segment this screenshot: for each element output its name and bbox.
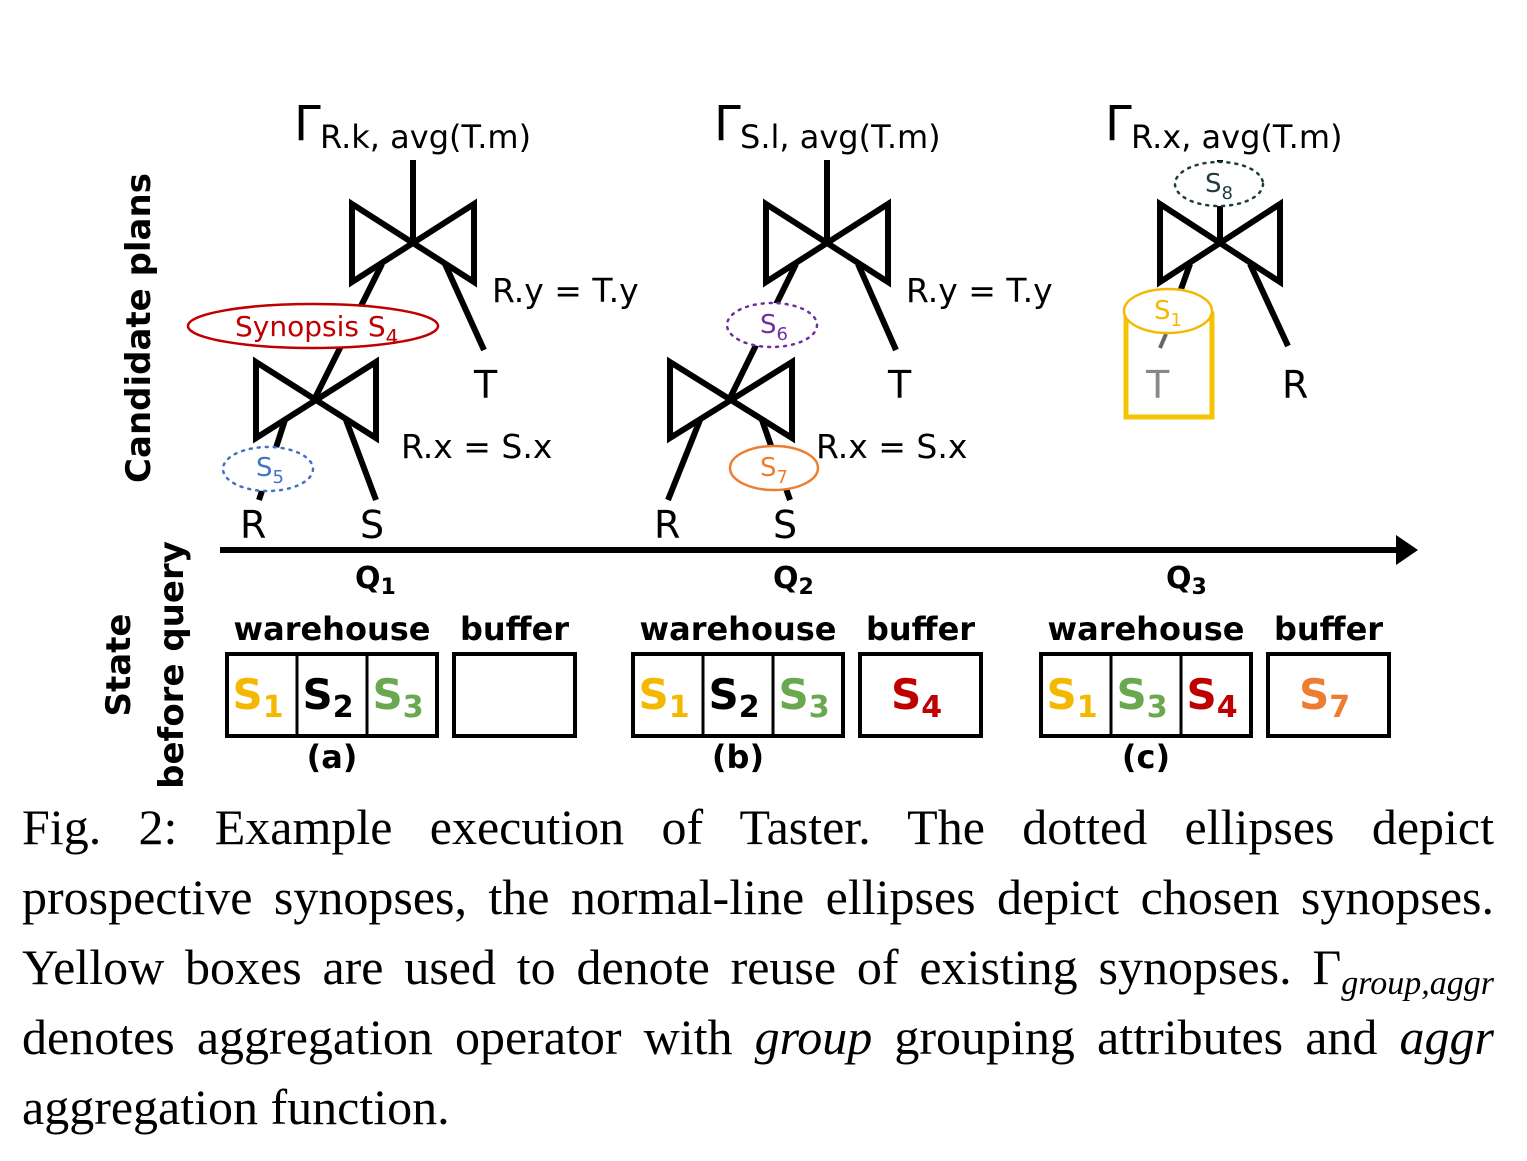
panel-label: (a) bbox=[307, 738, 358, 776]
state-panels: warehouse buffer S1 S2 S3 (a) warehouse buffer S… bbox=[225, 610, 1391, 776]
aggregation-label: R.k, avg(T.m) bbox=[320, 118, 531, 156]
warehouse-synopsis-s2: S2 bbox=[302, 670, 353, 725]
gamma-symbol: Γ bbox=[714, 96, 741, 152]
panel-label: (c) bbox=[1122, 738, 1170, 776]
caption-text-4: aggregation function. bbox=[22, 1079, 450, 1135]
warehouse-label: warehouse bbox=[1048, 610, 1245, 648]
join-icon bbox=[253, 356, 379, 444]
leaf-S: S bbox=[773, 503, 797, 547]
warehouse-synopsis-s3: S3 bbox=[1116, 670, 1167, 725]
prospective-synopsis-s8-label: S8 bbox=[1205, 169, 1233, 204]
warehouse-label: warehouse bbox=[234, 610, 431, 648]
join-icon bbox=[1157, 198, 1283, 288]
join-condition-top: R.y = T.y bbox=[906, 271, 1053, 310]
warehouse-synopsis-s2: S2 bbox=[708, 670, 759, 725]
leaf-R: R bbox=[240, 503, 266, 547]
leaf-T: T bbox=[887, 363, 912, 407]
timeline-arrowhead bbox=[1396, 535, 1418, 565]
caption-italic-group: group bbox=[754, 1009, 873, 1065]
edge-to-R bbox=[665, 418, 703, 502]
aggregation-label: S.l, avg(T.m) bbox=[740, 118, 941, 156]
chosen-synopsis-s7 bbox=[728, 444, 820, 492]
gamma-symbol: Γ bbox=[294, 96, 321, 152]
candidate-plans-label: Candidate plans bbox=[119, 173, 159, 483]
aggregation-label: R.x, avg(T.m) bbox=[1131, 118, 1342, 156]
warehouse-synopsis-s4: S4 bbox=[1186, 670, 1237, 725]
warehouse-synopsis-s3: S3 bbox=[372, 670, 423, 725]
plan-q1: Γ R.k, avg(T.m) R.y = T.y T Synopsis S4 … bbox=[186, 96, 639, 547]
warehouse-synopsis-s1: S1 bbox=[232, 670, 283, 725]
buffer-synopsis-s4: S4 bbox=[891, 670, 942, 725]
warehouse-synopsis-s1: S1 bbox=[638, 670, 689, 725]
figure-caption: Fig. 2: Example execution of Taster. The… bbox=[22, 792, 1494, 1142]
buffer-label: buffer bbox=[866, 610, 975, 648]
faded-edge bbox=[1158, 333, 1168, 349]
caption-text-1: Fig. 2: Example execution of Taster. The… bbox=[22, 799, 1494, 995]
leaf-S: S bbox=[360, 503, 384, 547]
join-icon bbox=[763, 198, 891, 288]
chosen-synopsis-s4 bbox=[186, 302, 440, 350]
plan-q2: Γ S.l, avg(T.m) R.y = T.y T S6 S7 R.x = … bbox=[654, 96, 1053, 547]
edge-to-T bbox=[855, 262, 899, 352]
warehouse-box bbox=[225, 652, 439, 738]
join-condition-bottom: R.x = S.x bbox=[816, 427, 967, 466]
buffer-label: buffer bbox=[1274, 610, 1383, 648]
query-label-q2: Q2 bbox=[773, 561, 814, 600]
leaf-T-faded: T bbox=[1145, 363, 1170, 407]
taster-execution-diagram: Candidate plans State before query Γ R.k… bbox=[99, 96, 1418, 789]
caption-subscript: group,aggr bbox=[1341, 965, 1494, 1002]
edge-to-S bbox=[343, 418, 379, 502]
caption-text-3: grouping attributes and bbox=[872, 1009, 1400, 1065]
caption-text-2: denotes aggregation operator with bbox=[22, 1009, 755, 1065]
query-label-q3: Q3 bbox=[1166, 561, 1207, 600]
buffer-synopsis-s7: S7 bbox=[1299, 670, 1350, 725]
caption-italic-aggr: aggr bbox=[1399, 1009, 1494, 1065]
reused-synopsis-s1 bbox=[1122, 287, 1214, 335]
warehouse-box bbox=[631, 652, 845, 738]
query-label-q1: Q1 bbox=[355, 561, 396, 600]
before-query-label: before query bbox=[152, 541, 192, 789]
chosen-synopsis-s7-label: S7 bbox=[760, 453, 788, 488]
state-label: State bbox=[99, 614, 139, 717]
leaf-T: T bbox=[473, 363, 498, 407]
edge-to-T bbox=[442, 262, 487, 352]
buffer-box bbox=[858, 652, 983, 738]
gamma-symbol: Γ bbox=[1105, 96, 1132, 152]
warehouse-synopsis-s3: S3 bbox=[778, 670, 829, 725]
prospective-synopsis-s5 bbox=[221, 445, 315, 493]
join-condition-top: R.y = T.y bbox=[492, 271, 639, 310]
panel-label: (b) bbox=[712, 738, 764, 776]
prospective-synopsis-s6-label: S6 bbox=[760, 310, 788, 345]
prospective-synopsis-s5-label: S5 bbox=[256, 453, 284, 488]
buffer-box bbox=[1266, 652, 1391, 738]
chosen-synopsis-s4-label: Synopsis S4 bbox=[235, 310, 398, 349]
warehouse-label: warehouse bbox=[640, 610, 837, 648]
join-icon bbox=[349, 198, 477, 288]
warehouse-synopsis-s1: S1 bbox=[1046, 670, 1097, 725]
warehouse-box bbox=[1039, 652, 1253, 738]
leaf-R: R bbox=[1282, 363, 1308, 407]
prospective-synopsis-s6 bbox=[725, 301, 819, 349]
buffer-box bbox=[452, 652, 577, 738]
plan-q3: Γ R.x, avg(T.m) S8 S1 T R bbox=[1105, 96, 1342, 420]
edge-to-R bbox=[1247, 262, 1291, 348]
prospective-synopsis-s8 bbox=[1173, 160, 1265, 208]
leaf-R: R bbox=[654, 503, 680, 547]
reused-synopsis-s1-label: S1 bbox=[1154, 296, 1182, 331]
buffer-label: buffer bbox=[460, 610, 569, 648]
join-condition-bottom: R.x = S.x bbox=[401, 427, 552, 466]
join-icon bbox=[667, 356, 795, 444]
